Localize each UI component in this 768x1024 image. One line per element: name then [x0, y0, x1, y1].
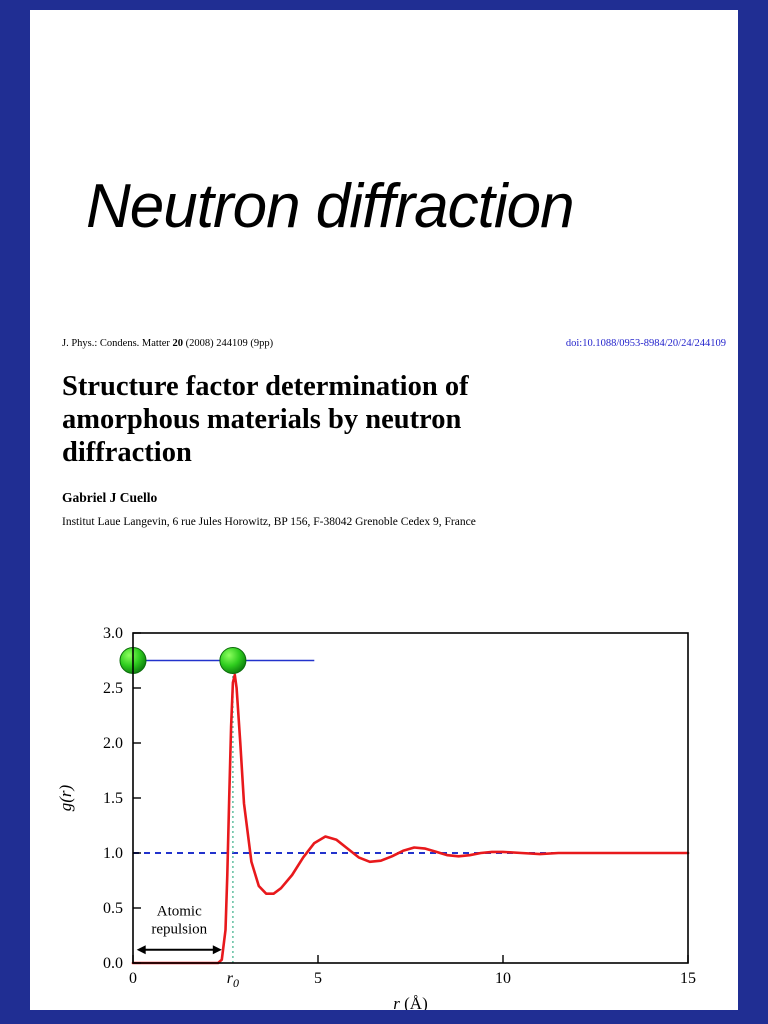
svg-text:2.5: 2.5 — [103, 680, 123, 697]
svg-text:repulsion: repulsion — [151, 921, 207, 937]
svg-text:1.0: 1.0 — [103, 845, 123, 862]
article-heading-line-2: amorphous materials by neutron — [62, 404, 462, 435]
svg-text:g(r): g(r) — [56, 784, 75, 811]
journal-citation: J. Phys.: Condens. Matter 20 (2008) 2441… — [62, 338, 273, 349]
journal-volume: 20 — [172, 338, 184, 349]
gr-pair-distribution-chart: 0 5 10 15 0.0 0.5 1.0 1.5 2.0 2.5 3.0 r (Å) g(r) r0 At… — [56, 625, 696, 1010]
article-heading-line-1: Structure factor determination of — [62, 371, 469, 402]
svg-text:5: 5 — [314, 970, 322, 987]
svg-text:2.0: 2.0 — [103, 735, 123, 752]
svg-text:r (Å): r (Å) — [393, 994, 427, 1010]
article-heading-line-3: diffraction — [62, 437, 192, 468]
doi-link[interactable]: doi:10.1088/0953-8984/20/24/244109 — [565, 338, 726, 349]
svg-text:0: 0 — [129, 970, 137, 987]
affiliation: Institut Laue Langevin, 6 rue Jules Horo… — [62, 516, 476, 528]
svg-text:r0: r0 — [227, 970, 239, 990]
page-title: Neutron diffraction — [86, 172, 575, 241]
svg-text:0.0: 0.0 — [103, 955, 123, 972]
svg-text:Atomic: Atomic — [157, 904, 202, 920]
journal-citation-prefix: J. Phys.: Condens. Matter — [62, 338, 173, 349]
author-name: Gabriel J Cuello — [62, 490, 158, 505]
svg-text:0.5: 0.5 — [103, 900, 123, 917]
svg-text:15: 15 — [680, 970, 696, 987]
svg-text:10: 10 — [495, 970, 511, 987]
svg-text:3.0: 3.0 — [103, 625, 123, 642]
article-heading: Structure factor determination of amorph… — [62, 370, 469, 469]
paper-page: Neutron diffraction J. Phys.: Condens. M… — [30, 10, 738, 1010]
journal-line: J. Phys.: Condens. Matter 20 (2008) 2441… — [62, 338, 726, 349]
svg-text:1.5: 1.5 — [103, 790, 123, 807]
journal-citation-suffix: (2008) 244109 (9pp) — [183, 338, 274, 349]
